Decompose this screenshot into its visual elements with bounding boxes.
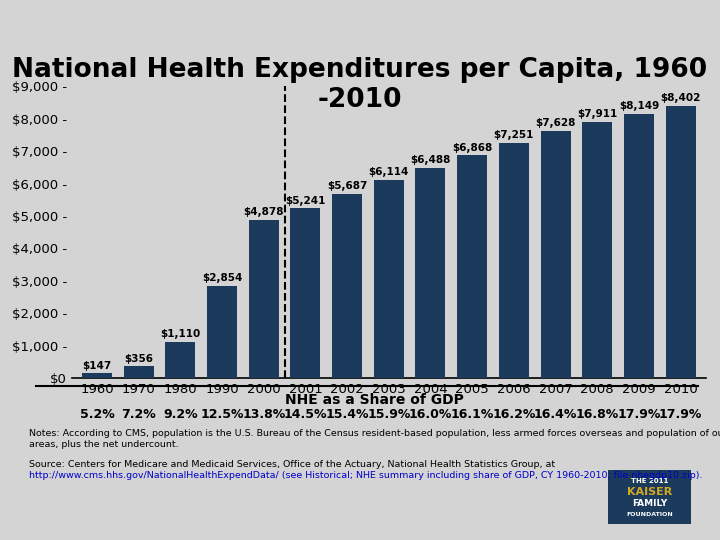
Text: THE 2011: THE 2011 bbox=[631, 477, 668, 484]
Text: 16.2%: 16.2% bbox=[492, 408, 536, 421]
Text: 16.4%: 16.4% bbox=[534, 408, 577, 421]
Text: $7,628: $7,628 bbox=[536, 118, 576, 129]
Text: $6,488: $6,488 bbox=[410, 155, 451, 165]
Bar bbox=[374, 180, 404, 378]
Bar bbox=[665, 106, 696, 378]
Bar bbox=[415, 168, 446, 378]
Bar bbox=[582, 122, 612, 378]
Text: $4,878: $4,878 bbox=[243, 207, 284, 218]
Bar bbox=[207, 286, 237, 378]
Text: 17.9%: 17.9% bbox=[617, 408, 660, 421]
Bar bbox=[124, 367, 153, 378]
Text: 9.2%: 9.2% bbox=[163, 408, 198, 421]
Text: 13.8%: 13.8% bbox=[242, 408, 285, 421]
Text: FOUNDATION: FOUNDATION bbox=[626, 511, 673, 517]
Text: 17.9%: 17.9% bbox=[659, 408, 702, 421]
Bar bbox=[248, 220, 279, 378]
Text: 16.0%: 16.0% bbox=[409, 408, 452, 421]
Text: $8,149: $8,149 bbox=[618, 102, 659, 111]
Text: FAMILY: FAMILY bbox=[632, 499, 667, 508]
Text: 15.9%: 15.9% bbox=[367, 408, 410, 421]
Text: $6,868: $6,868 bbox=[452, 143, 492, 153]
Text: $7,911: $7,911 bbox=[577, 109, 617, 119]
Bar bbox=[457, 156, 487, 378]
Text: $5,687: $5,687 bbox=[327, 181, 367, 191]
Text: $2,854: $2,854 bbox=[202, 273, 242, 283]
Text: $1,110: $1,110 bbox=[161, 329, 200, 340]
Bar bbox=[290, 208, 320, 378]
Bar bbox=[541, 131, 570, 378]
Text: $5,241: $5,241 bbox=[285, 195, 325, 206]
Text: 5.2%: 5.2% bbox=[80, 408, 114, 421]
Text: KAISER: KAISER bbox=[627, 488, 672, 497]
Text: NHE as a Share of GDP: NHE as a Share of GDP bbox=[285, 393, 464, 407]
Text: http://www.cms.hhs.gov/NationalHealthExpendData/ (see Historical; NHE summary in: http://www.cms.hhs.gov/NationalHealthExp… bbox=[29, 471, 702, 480]
Text: $6,114: $6,114 bbox=[369, 167, 409, 177]
Text: 12.5%: 12.5% bbox=[200, 408, 244, 421]
Text: Notes: According to CMS, population is the U.S. Bureau of the Census resident-ba: Notes: According to CMS, population is t… bbox=[29, 429, 720, 449]
Bar bbox=[332, 194, 362, 378]
Text: 16.1%: 16.1% bbox=[451, 408, 494, 421]
Bar bbox=[499, 143, 529, 378]
Text: 14.5%: 14.5% bbox=[284, 408, 327, 421]
Text: $356: $356 bbox=[124, 354, 153, 364]
Text: 15.4%: 15.4% bbox=[325, 408, 369, 421]
Text: 7.2%: 7.2% bbox=[121, 408, 156, 421]
Text: Source: Centers for Medicare and Medicaid Services, Office of the Actuary, Natio: Source: Centers for Medicare and Medicai… bbox=[29, 460, 555, 469]
Text: $7,251: $7,251 bbox=[494, 131, 534, 140]
Bar bbox=[166, 342, 195, 378]
Text: 16.8%: 16.8% bbox=[575, 408, 619, 421]
Text: National Health Expenditures per Capita, 1960
-2010: National Health Expenditures per Capita,… bbox=[12, 57, 708, 113]
Bar bbox=[624, 114, 654, 378]
Text: $8,402: $8,402 bbox=[660, 93, 701, 103]
Bar bbox=[82, 373, 112, 378]
Text: $147: $147 bbox=[82, 361, 112, 370]
